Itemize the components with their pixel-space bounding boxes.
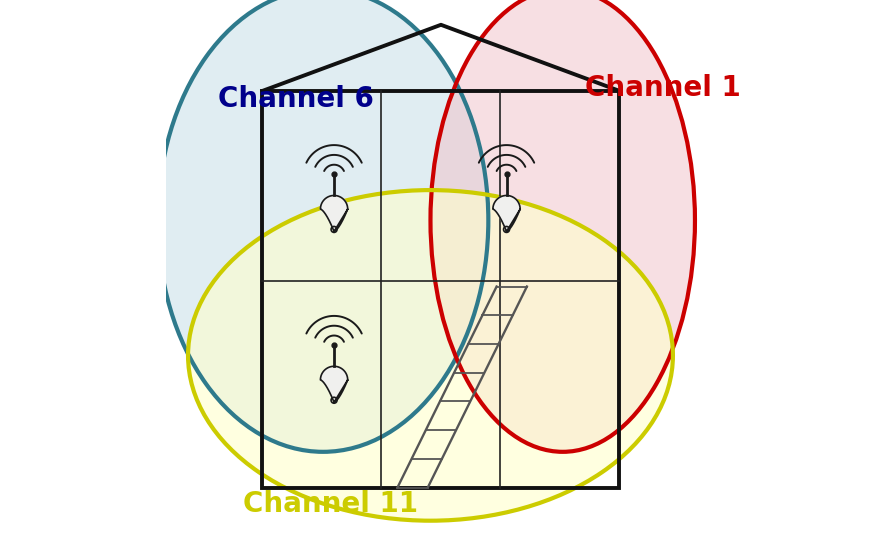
Ellipse shape xyxy=(188,190,673,521)
Text: Channel 11: Channel 11 xyxy=(243,490,419,518)
Text: Channel 1: Channel 1 xyxy=(585,74,741,102)
Polygon shape xyxy=(321,196,348,231)
Text: Channel 6: Channel 6 xyxy=(218,85,374,113)
Bar xyxy=(262,91,620,488)
Ellipse shape xyxy=(158,0,488,452)
Polygon shape xyxy=(321,366,348,402)
Polygon shape xyxy=(493,196,520,231)
Ellipse shape xyxy=(431,0,695,452)
